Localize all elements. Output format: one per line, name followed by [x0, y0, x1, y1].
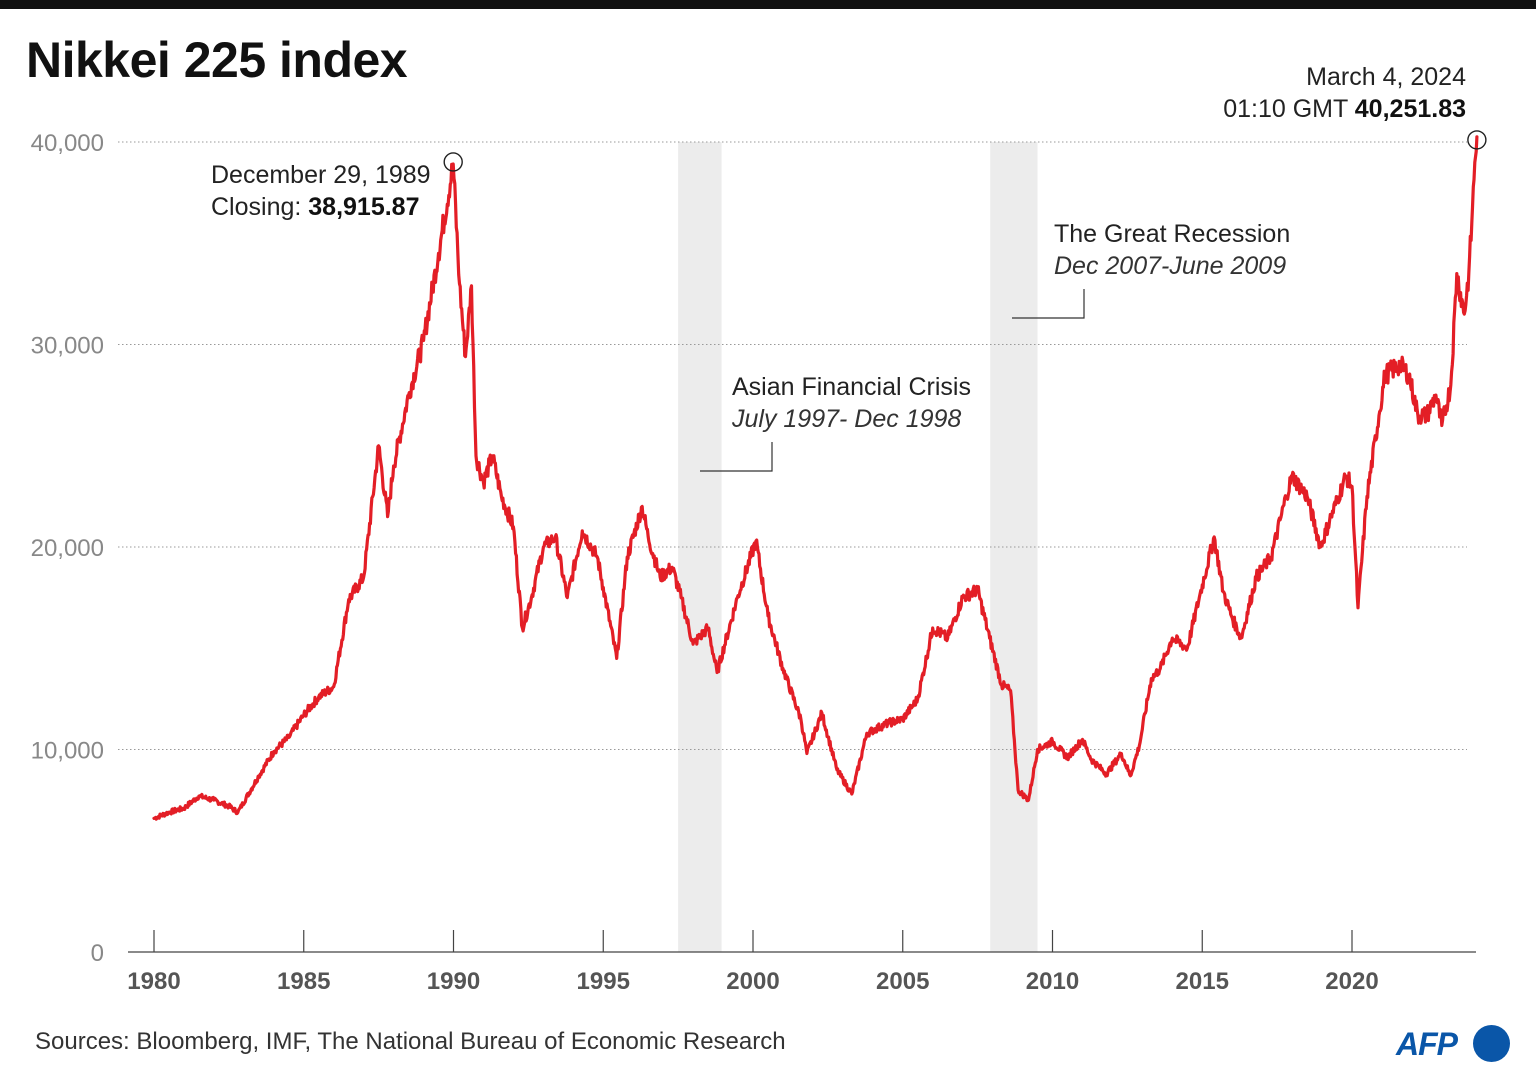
x-tick-label: 2005: [876, 968, 929, 995]
latest-value: 40,251.83: [1354, 95, 1466, 123]
latest-annotation: March 4, 2024 01:10 GMT 40,251.83: [1223, 61, 1466, 125]
x-tick-label: 2015: [1176, 968, 1229, 995]
latest-date: March 4, 2024: [1306, 63, 1466, 91]
afp-logo: AFP: [1396, 1022, 1516, 1068]
annotation-leaders: [700, 289, 1085, 472]
y-tick-label: 0: [91, 940, 104, 967]
x-tick-label: 1985: [277, 968, 330, 995]
y-tick-label: 30,000: [31, 333, 104, 360]
asian-crisis-period: July 1997- Dec 1998: [732, 405, 962, 433]
great-recession-annotation: The Great Recession Dec 2007-June 2009: [1054, 218, 1290, 282]
peak-1989-value: 38,915.87: [308, 193, 420, 221]
gridlines: [118, 141, 1467, 750]
top-rule: [0, 0, 1536, 9]
y-tick-label: 40,000: [31, 130, 104, 157]
peak-1989-label: Closing:: [211, 193, 309, 221]
great-recession-period: Dec 2007-June 2009: [1054, 252, 1287, 280]
x-tick-label: 2000: [726, 968, 779, 995]
recession-bands: [678, 142, 1038, 952]
x-tick-label: 2010: [1026, 968, 1079, 995]
y-tick-label: 20,000: [31, 535, 104, 562]
asian-crisis-title: Asian Financial Crisis: [732, 373, 971, 401]
afp-logo-text: AFP: [1396, 1026, 1458, 1062]
y-axis-labels: 0 10,000 20,000 30,000 40,000: [31, 130, 104, 967]
chart-title: Nikkei 225 index: [26, 32, 408, 88]
x-tick-label: 1980: [127, 968, 180, 995]
great-recession-title: The Great Recession: [1054, 220, 1291, 248]
x-tick-label: 1990: [427, 968, 480, 995]
source-note: Sources: Bloomberg, IMF, The National Bu…: [35, 1028, 786, 1055]
great-recession-leader: [1012, 289, 1085, 319]
peak-1989-marker: [443, 152, 463, 172]
asian-crisis-annotation: Asian Financial Crisis July 1997- Dec 19…: [732, 371, 971, 435]
x-tick-label: 2020: [1325, 968, 1378, 995]
x-axis: 1980 1985 1990 1995 2000 2005 2010 2015 2020: [127, 930, 1476, 995]
y-tick-label: 10,000: [31, 738, 104, 765]
latest-value-marker: [1467, 130, 1487, 150]
x-tick-label: 1995: [577, 968, 630, 995]
afp-logo-dot: [1473, 1025, 1510, 1062]
series-line-nikkei-225: [152, 135, 1479, 821]
asian-crisis-leader: [700, 442, 773, 472]
peak-1989-annotation: December 29, 1989 Closing: 38,915.87: [211, 159, 431, 223]
latest-time: 01:10 GMT: [1223, 95, 1355, 123]
peak-1989-date: December 29, 1989: [211, 161, 431, 189]
